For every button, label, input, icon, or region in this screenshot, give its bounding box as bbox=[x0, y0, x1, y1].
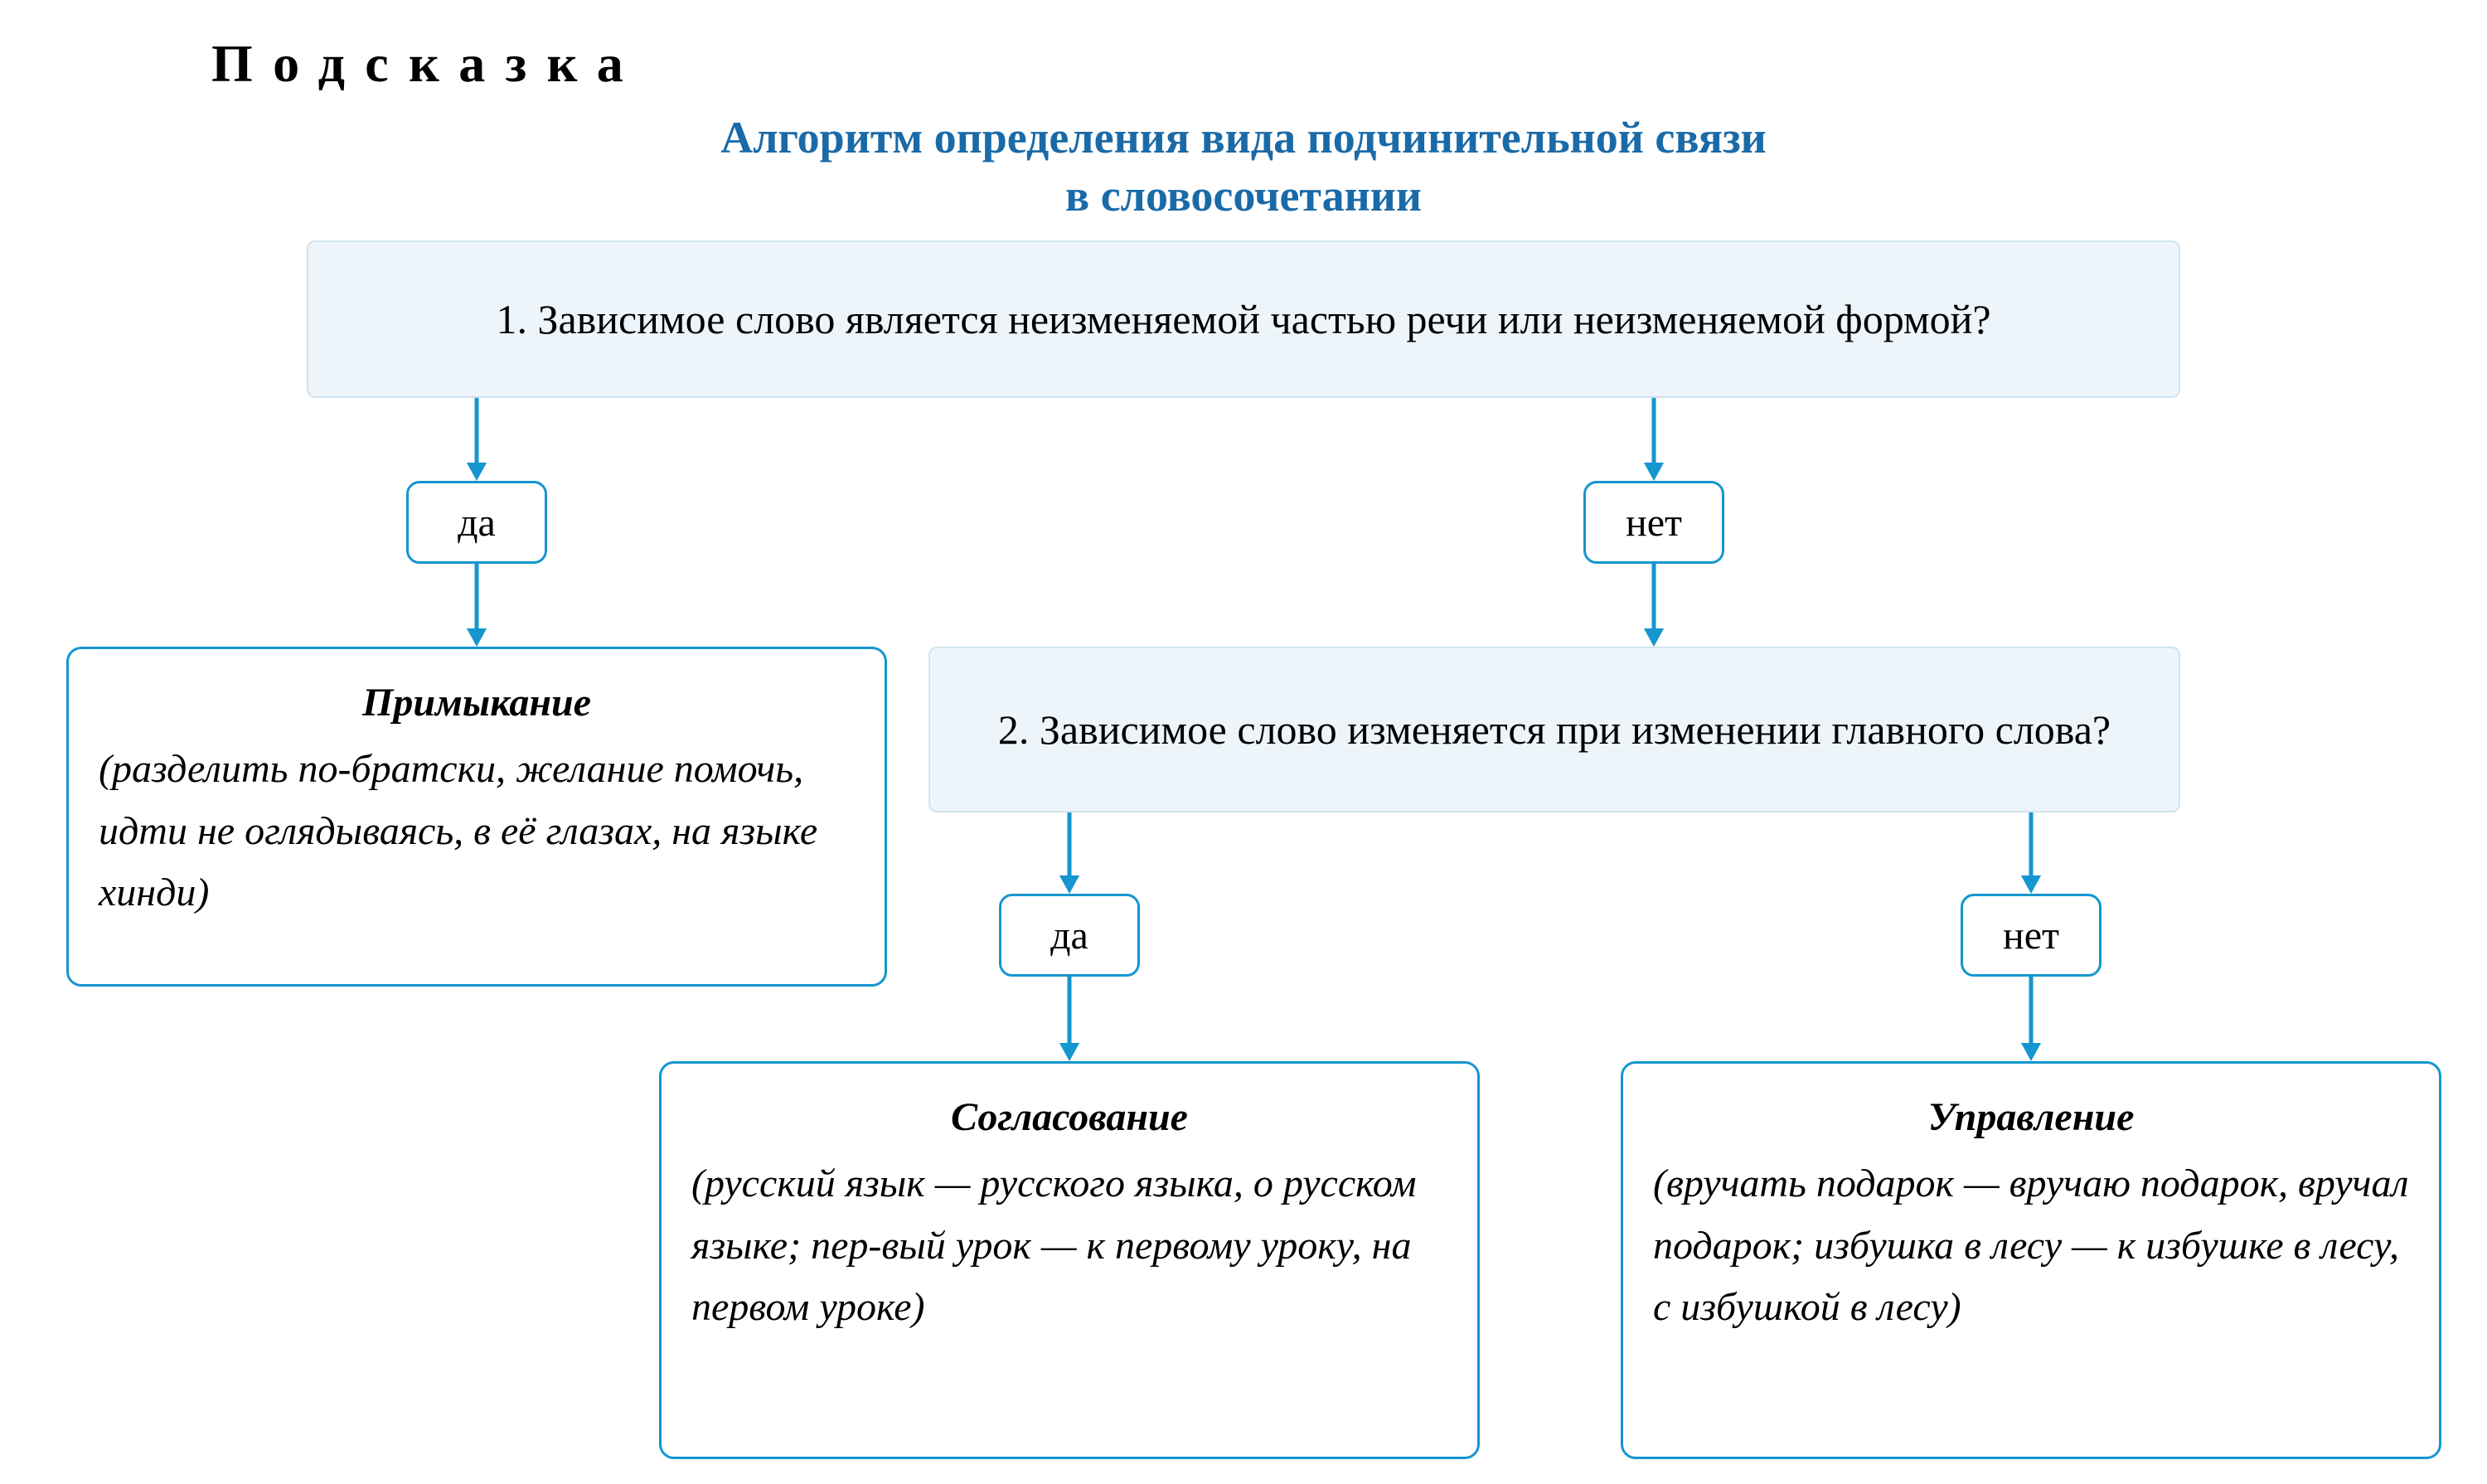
result-primykanie-body: (разделить по-братски, желание помочь, и… bbox=[99, 747, 817, 914]
answer-yes-1: да bbox=[406, 481, 547, 564]
subtitle-line-2: в словосочетании bbox=[0, 170, 2487, 221]
result-soglasovanie-title: Согласование bbox=[691, 1087, 1447, 1148]
question-1-text: 1. Зависимое слово является неизменяемой… bbox=[496, 290, 1990, 348]
result-upravlenie: Управление (вручать подарок — вручаю под… bbox=[1621, 1061, 2441, 1459]
answer-no-2: нет bbox=[1961, 894, 2102, 977]
question-box-2: 2. Зависимое слово изменяется при измене… bbox=[928, 647, 2180, 812]
result-upravlenie-body: (вручать подарок — вручаю подарок, вруча… bbox=[1653, 1161, 2408, 1329]
result-upravlenie-title: Управление bbox=[1653, 1087, 2409, 1148]
result-soglasovanie: Согласование (русский язык — русского яз… bbox=[659, 1061, 1480, 1459]
answer-no-1-label: нет bbox=[1626, 500, 1682, 546]
flowchart-canvas: Подсказка Алгоритм определения вида подч… bbox=[0, 0, 2487, 1484]
answer-no-2-label: нет bbox=[2003, 913, 2059, 958]
question-2-text: 2. Зависимое слово изменяется при измене… bbox=[998, 700, 2111, 760]
result-primykanie: Примыкание (разделить по-братски, желани… bbox=[66, 647, 887, 987]
heading-hint: Подсказка bbox=[211, 33, 643, 95]
result-primykanie-title: Примыкание bbox=[99, 672, 855, 734]
answer-yes-1-label: да bbox=[458, 500, 496, 546]
answer-yes-2: да bbox=[999, 894, 1140, 977]
question-box-1: 1. Зависимое слово является неизменяемой… bbox=[307, 240, 2180, 398]
answer-no-1: нет bbox=[1583, 481, 1724, 564]
subtitle-line-1: Алгоритм определения вида подчинительной… bbox=[0, 112, 2487, 163]
answer-yes-2-label: да bbox=[1050, 913, 1088, 958]
result-soglasovanie-body: (русский язык — русского языка, о русско… bbox=[691, 1161, 1417, 1329]
